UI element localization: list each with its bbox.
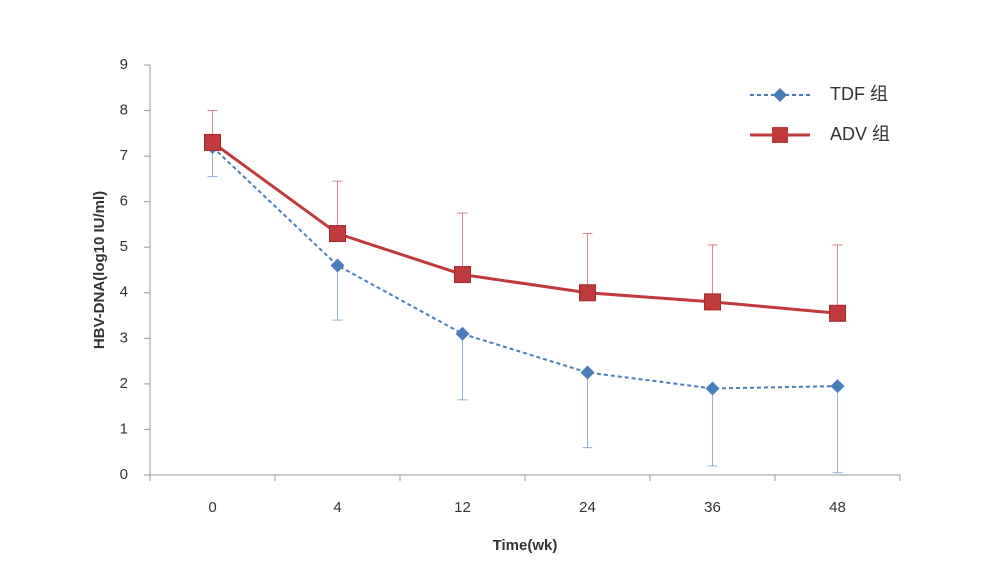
x-tick-label: 48	[829, 499, 846, 516]
marker	[330, 258, 345, 273]
y-axis-title: HBV-DNA(log10 IU/ml)	[91, 191, 108, 349]
y-tick-label: 4	[120, 284, 128, 301]
marker	[580, 365, 595, 380]
marker	[829, 304, 846, 322]
marker	[579, 284, 596, 302]
marker	[455, 326, 470, 341]
x-tick-label: 0	[208, 499, 216, 516]
legend-label: ADV 组	[830, 124, 890, 144]
y-tick-label: 1	[120, 420, 128, 437]
x-tick-label: 12	[454, 499, 471, 516]
x-tick-label: 24	[579, 499, 596, 516]
y-tick-label: 3	[120, 329, 128, 346]
legend-marker	[772, 127, 788, 143]
y-tick-label: 6	[120, 193, 128, 210]
x-tick-label: 36	[704, 499, 721, 516]
legend-label: TDF 组	[830, 84, 888, 104]
y-tick-label: 7	[120, 147, 128, 164]
x-tick-label: 4	[333, 499, 341, 516]
y-tick-label: 5	[120, 238, 128, 255]
marker	[204, 133, 221, 151]
marker	[705, 381, 720, 396]
marker	[830, 379, 845, 394]
series-line	[211, 146, 838, 390]
y-tick-label: 9	[120, 56, 128, 73]
x-axis-title: Time(wk)	[493, 537, 558, 554]
marker	[704, 293, 721, 311]
y-tick-label: 8	[120, 102, 128, 119]
legend-marker	[773, 88, 787, 102]
series-line	[211, 141, 838, 315]
marker	[454, 266, 471, 284]
marker	[329, 225, 346, 243]
y-tick-label: 0	[120, 466, 128, 483]
y-tick-label: 2	[120, 375, 128, 392]
